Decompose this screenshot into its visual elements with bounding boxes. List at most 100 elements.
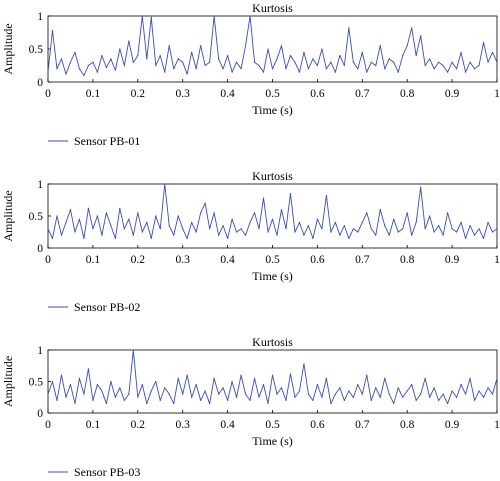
data-point (464, 393, 467, 395)
data-point (191, 221, 193, 223)
data-point (74, 51, 76, 53)
data-point (339, 234, 341, 236)
chart-panel-3: Kurtosis 0 0.1 0.2 0.3 0.4 0.5 0.6 0.7 0.8 0.9 1 0 0.… (1, 335, 500, 479)
data-point (397, 387, 399, 389)
data-point (51, 29, 54, 32)
data-point (231, 218, 233, 220)
data-point (334, 393, 336, 395)
data-point (289, 55, 292, 57)
data-point (110, 58, 112, 60)
data-point (357, 384, 359, 386)
data-point (267, 402, 269, 405)
data-point (182, 393, 184, 395)
data-point (429, 215, 431, 217)
data-point (204, 390, 206, 392)
data-point (213, 212, 215, 214)
legend-label: Sensor PB-03 (74, 465, 140, 479)
data-point (424, 377, 426, 379)
data-point (258, 64, 260, 67)
data-point (110, 225, 112, 227)
x-tick-label: 0.7 (355, 419, 370, 431)
data-point (231, 71, 233, 73)
data-point (343, 64, 345, 67)
legend-label: Sensor PB-02 (74, 300, 140, 314)
data-point (155, 64, 157, 67)
data-point (285, 399, 287, 401)
data-point (96, 215, 98, 217)
data-point (78, 377, 81, 379)
data-point (137, 212, 139, 214)
data-point (87, 207, 90, 209)
data-point (195, 68, 197, 70)
data-point (244, 393, 247, 395)
data-point (464, 237, 467, 239)
data-point (451, 228, 453, 230)
data-point (177, 215, 179, 217)
data-point (164, 71, 166, 73)
data-point (114, 237, 116, 239)
y-tick-label: 1 (37, 179, 43, 191)
data-point (424, 228, 426, 230)
data-point (455, 396, 458, 398)
data-point (164, 387, 166, 389)
data-point (78, 218, 81, 220)
x-tick-label: 0.9 (445, 419, 460, 431)
data-point (478, 390, 480, 392)
data-point (420, 186, 422, 188)
data-point (173, 68, 175, 70)
data-point (482, 41, 485, 44)
data-point (438, 61, 440, 63)
data-point (262, 197, 265, 199)
x-tick-label: 0.6 (310, 419, 325, 431)
data-point (244, 234, 247, 236)
data-point (200, 399, 202, 401)
data-point (415, 399, 417, 401)
data-point (298, 390, 301, 392)
data-point (411, 234, 413, 236)
data-point (460, 51, 462, 53)
plot-frame (47, 15, 498, 83)
data-point (51, 380, 54, 383)
y-tick-label: 1 (37, 11, 43, 23)
data-point (433, 231, 435, 233)
data-point (312, 237, 314, 239)
data-point (298, 71, 301, 73)
data-point (455, 231, 458, 233)
data-point (213, 377, 215, 379)
data-point (366, 212, 368, 214)
data-point (253, 212, 256, 214)
data-point (87, 368, 90, 370)
data-point (473, 68, 476, 70)
data-point (330, 231, 332, 233)
data-point (101, 234, 103, 236)
data-point (429, 396, 431, 398)
data-point (321, 228, 323, 230)
data-point (218, 234, 220, 236)
data-point (379, 45, 381, 47)
data-point (460, 221, 462, 223)
data-point (168, 393, 170, 395)
data-point (123, 228, 125, 230)
data-point (119, 387, 121, 389)
data-point (276, 234, 278, 236)
data-point (78, 68, 81, 70)
data-point (433, 68, 435, 70)
chart-title: Kurtosis (252, 169, 293, 183)
x-tick-label: 1 (494, 88, 500, 100)
data-point (60, 234, 63, 236)
data-point (105, 402, 107, 405)
data-point (370, 228, 372, 230)
data-point (379, 396, 381, 398)
data-point (343, 399, 345, 401)
data-point (128, 218, 130, 220)
data-point (280, 45, 283, 47)
data-point (361, 51, 363, 53)
data-point (200, 212, 202, 214)
x-tick-label: 0.3 (176, 88, 191, 100)
data-point (316, 218, 318, 220)
x-tick-label: 0.2 (131, 88, 146, 100)
data-point (146, 221, 148, 223)
y-axis-label: Amplitude (1, 190, 15, 241)
data-point (303, 234, 305, 236)
data-point (325, 68, 327, 70)
